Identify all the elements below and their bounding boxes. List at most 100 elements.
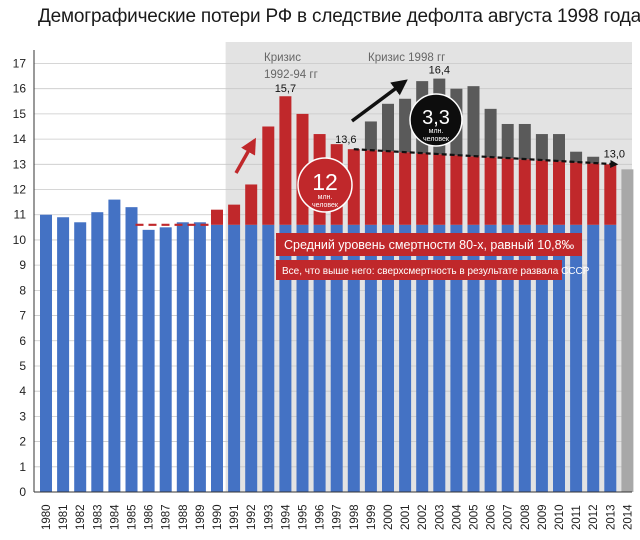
x-tick-label: 1984 <box>109 504 121 530</box>
y-tick-label: 5 <box>19 359 26 373</box>
x-tick-label: 1991 <box>229 504 241 530</box>
bar-2009-base <box>535 224 548 492</box>
bar-2009-crisis1998 <box>535 134 548 161</box>
y-tick-label: 15 <box>13 107 27 121</box>
y-tick-label: 7 <box>19 309 26 323</box>
x-tick-label: 2008 <box>520 504 532 530</box>
x-tick-label: 2003 <box>434 504 446 530</box>
y-tick-label: 16 <box>13 82 27 96</box>
bar-1986 <box>142 229 155 492</box>
black-circle-unit: человек <box>423 136 450 143</box>
bar-2000-excess <box>382 151 394 225</box>
bar-2014 <box>621 169 634 492</box>
x-tick-label: 2014 <box>622 504 634 530</box>
bar-2011-excess <box>570 162 583 225</box>
bar-2013-excess <box>604 164 617 225</box>
x-tick-label: 1985 <box>127 504 139 530</box>
y-tick-label: 9 <box>19 258 26 272</box>
x-tick-label: 2013 <box>605 504 617 530</box>
bar-1988 <box>176 222 189 492</box>
x-tick-label: 1999 <box>366 504 378 530</box>
y-tick-label: 12 <box>13 183 27 197</box>
x-tick-label: 1988 <box>178 504 190 530</box>
note-box-baseline <box>276 233 582 256</box>
bar-1985 <box>125 207 138 492</box>
bar-2006-excess <box>484 157 497 225</box>
chart-title: Демографические потери РФ в следствие де… <box>38 6 640 27</box>
x-tick-label: 2011 <box>571 505 583 530</box>
y-tick-label: 0 <box>19 485 26 499</box>
bar-2010-excess <box>553 161 565 225</box>
x-tick-label: 2009 <box>537 504 549 530</box>
bar-1999-crisis1998 <box>364 121 377 151</box>
x-tick-label: 2002 <box>417 504 429 530</box>
x-tick-label: 1995 <box>298 504 310 530</box>
x-tick-label: 1997 <box>332 504 344 530</box>
bar-1991-base <box>228 224 241 492</box>
bar-2007-crisis1998 <box>501 123 514 159</box>
y-tick-label: 13 <box>13 157 27 171</box>
value-label-2013: 13,0 <box>604 148 625 160</box>
bar-1994-base <box>279 224 292 492</box>
y-tick-label: 14 <box>13 132 27 146</box>
bar-1992-excess <box>245 184 258 225</box>
bar-2011-crisis1998 <box>570 151 583 163</box>
y-tick-label: 8 <box>19 283 26 297</box>
bar-2013-base <box>604 224 617 492</box>
bar-2006-base <box>484 224 497 492</box>
x-tick-label: 2004 <box>451 504 463 530</box>
bar-1991-excess <box>228 204 241 225</box>
y-tick-label: 17 <box>13 56 27 70</box>
red-circle-badge <box>297 157 353 213</box>
x-tick-label: 1980 <box>41 504 53 530</box>
trend-dashed-arrow <box>353 148 619 168</box>
red-circle-unit: млн. <box>318 194 333 201</box>
bar-1998-excess <box>347 149 360 225</box>
x-tick-label: 1986 <box>144 504 156 530</box>
y-tick-label: 10 <box>13 233 27 247</box>
x-tick-label: 1992 <box>246 504 258 530</box>
bar-1996-base <box>313 224 326 492</box>
bar-1999-excess <box>364 150 377 225</box>
bar-1993-base <box>262 224 275 492</box>
x-tick-label: 1998 <box>349 504 361 530</box>
note-text-baseline: Средний уровень смертности 80-х, равный … <box>284 238 575 252</box>
black-circle-badge <box>409 93 463 147</box>
x-tick-label: 1996 <box>315 504 327 530</box>
bar-2010-base <box>553 224 565 492</box>
bar-1992-base <box>245 224 258 492</box>
bar-1990-excess <box>211 209 223 225</box>
bar-1997-base <box>330 224 343 492</box>
y-tick-label: 11 <box>14 208 27 222</box>
black-circle-unit: млн. <box>429 128 444 135</box>
bar-2012-excess <box>587 163 600 225</box>
y-tick-label: 3 <box>19 409 26 423</box>
bar-2003-base <box>433 224 446 492</box>
bar-2007-base <box>501 224 514 492</box>
crisis2-label: Кризис 1998 гг <box>368 52 445 64</box>
bar-2008-crisis1998 <box>518 123 531 160</box>
red-circle-unit: человек <box>312 202 339 209</box>
bar-2007-excess <box>501 158 514 225</box>
bar-2002-base <box>416 224 429 492</box>
x-tick-label: 2006 <box>486 504 498 530</box>
bar-2010-crisis1998 <box>553 134 565 162</box>
black-circle-number: 3,3 <box>422 107 450 129</box>
x-tick-label: 2012 <box>588 504 600 530</box>
bar-1983 <box>91 212 104 493</box>
bar-2001-excess <box>399 152 412 225</box>
bar-2001-base <box>399 224 412 492</box>
bar-1990-base <box>211 224 223 492</box>
x-tick-label: 1989 <box>195 504 207 530</box>
bar-1995-base <box>296 224 309 492</box>
bar-2012-crisis1998 <box>587 156 600 164</box>
bar-2005-excess <box>467 156 480 225</box>
bar-2000-base <box>382 224 394 492</box>
bar-2009-excess <box>535 160 548 225</box>
bar-2000-crisis1998 <box>382 103 394 152</box>
bar-2002-excess <box>416 153 429 225</box>
note-box-excess <box>276 260 562 280</box>
value-label-1998: 13,6 <box>335 134 356 146</box>
value-label-2003: 16,4 <box>429 65 450 77</box>
